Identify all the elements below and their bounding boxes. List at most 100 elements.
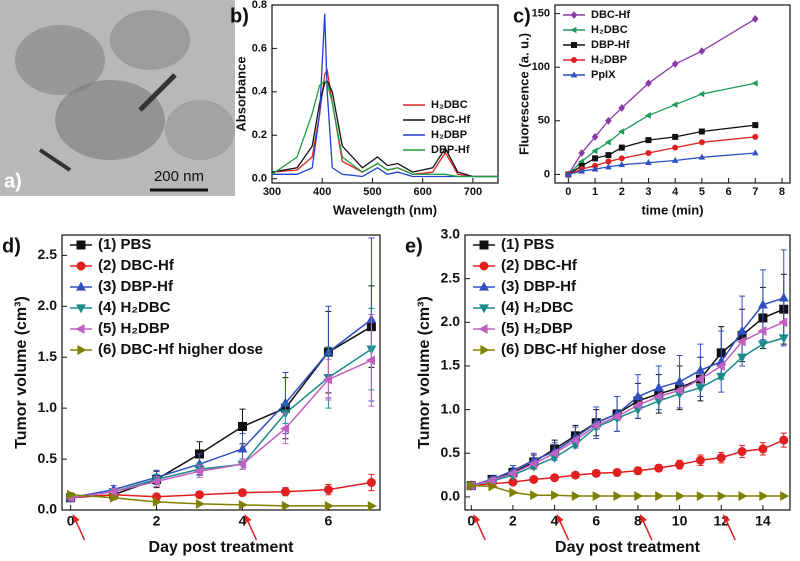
marker	[698, 90, 705, 98]
x-tick-label: 1	[592, 186, 598, 198]
x-tick-label: 700	[464, 186, 482, 198]
x-tick-label: 2	[619, 186, 625, 198]
marker	[152, 496, 162, 507]
legend-label: H₂DBC	[591, 24, 628, 36]
marker	[367, 500, 377, 511]
series-line	[471, 308, 785, 487]
marker	[715, 361, 725, 371]
plot-frame	[464, 234, 791, 511]
y-tick-label: 0.5	[441, 444, 461, 460]
marker	[757, 326, 767, 336]
marker	[108, 486, 118, 497]
marker	[592, 155, 599, 162]
marker	[549, 448, 559, 459]
marker	[695, 384, 706, 394]
marker	[695, 455, 705, 465]
y-tick-label: 0.6	[252, 42, 267, 54]
marker	[565, 170, 572, 177]
marker	[281, 500, 291, 511]
marker	[695, 374, 705, 384]
marker	[778, 317, 788, 328]
y-tick-label: 0.0	[38, 501, 58, 517]
y-tick-label: 2.5	[441, 269, 461, 285]
legend-marker	[570, 26, 577, 34]
arrow-head	[244, 514, 252, 523]
marker	[280, 487, 290, 497]
x-tick-label: 8	[779, 186, 785, 198]
legend-marker	[479, 304, 489, 314]
legend-label: H₂DBP	[431, 129, 467, 141]
marker	[592, 491, 602, 501]
y-tick-label: 1.5	[441, 357, 461, 373]
legend-marker	[76, 240, 86, 250]
x-tick-label: 8	[634, 513, 642, 529]
marker	[366, 478, 376, 487]
panel-label: c)	[513, 5, 531, 27]
panel-label: d)	[2, 235, 21, 257]
marker	[605, 152, 612, 159]
arrow-head	[473, 514, 481, 523]
sheet	[15, 25, 105, 95]
arrow-head	[556, 514, 564, 523]
marker	[717, 491, 727, 501]
marker	[571, 491, 581, 501]
series-line	[70, 348, 372, 499]
series-line	[70, 481, 372, 499]
legend-marker	[570, 71, 578, 78]
marker	[674, 376, 685, 386]
marker	[612, 467, 622, 477]
marker	[605, 116, 612, 125]
legend-label: (3) DBP-Hf	[501, 278, 577, 295]
series-line	[471, 321, 785, 487]
series-line	[70, 318, 372, 499]
series-line	[271, 80, 498, 178]
marker	[672, 144, 679, 151]
legend-label: (2) DBC-Hf	[501, 257, 578, 274]
marker	[757, 340, 768, 350]
marker	[634, 491, 644, 501]
marker	[653, 391, 663, 402]
marker	[645, 137, 652, 144]
panel-label: e)	[405, 235, 423, 257]
legend-label: PpIX	[591, 69, 616, 81]
marker	[237, 459, 247, 470]
legend-marker	[76, 281, 86, 291]
legend-label: (1) PBS	[98, 236, 151, 253]
marker	[758, 444, 768, 454]
marker	[467, 480, 477, 491]
y-tick-label: 1.5	[38, 348, 58, 364]
marker	[578, 162, 585, 169]
sheet	[165, 100, 235, 160]
y-axis-label: Tumor volume (cm³)	[13, 296, 30, 449]
marker	[195, 490, 205, 500]
series-line	[471, 439, 785, 487]
marker	[194, 466, 204, 477]
y-tick-label: 50	[538, 115, 550, 127]
y-tick-label: 0.0	[441, 488, 461, 504]
marker	[570, 470, 580, 480]
marker	[591, 132, 599, 141]
marker	[618, 155, 625, 162]
marker	[238, 499, 248, 510]
legend-label: DBP-Hf	[431, 144, 470, 156]
series-line	[471, 297, 785, 487]
legend-label: (5) H₂DBP	[98, 320, 170, 337]
legend-marker	[75, 324, 85, 334]
x-tick-label: 4	[239, 513, 247, 529]
x-tick-label: 5	[699, 186, 705, 198]
x-tick-label: 6	[726, 186, 732, 198]
marker	[323, 485, 333, 495]
marker	[671, 156, 679, 163]
marker	[737, 353, 748, 363]
marker	[109, 492, 119, 503]
legend-label: (5) H₂DBP	[501, 320, 573, 337]
marker	[280, 423, 290, 434]
marker	[618, 144, 625, 151]
marker	[570, 435, 580, 446]
y-tick-label: 0.4	[252, 86, 268, 98]
marker	[591, 147, 598, 155]
x-tick-label: 4	[551, 513, 559, 529]
marker	[632, 391, 643, 401]
y-tick-label: 2.0	[38, 297, 58, 313]
marker	[698, 128, 705, 135]
